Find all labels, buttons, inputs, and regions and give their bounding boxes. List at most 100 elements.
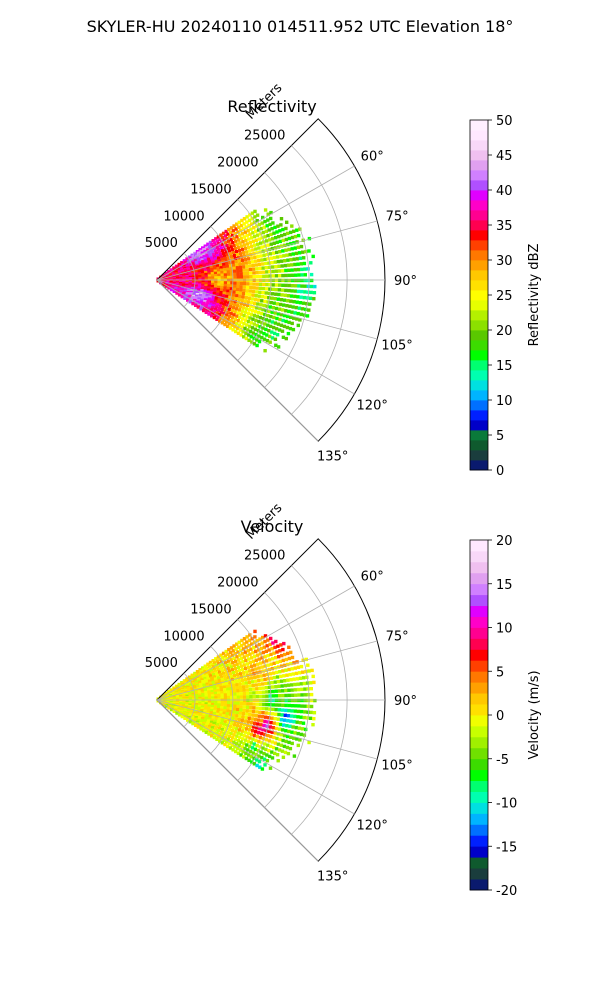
field-cell — [240, 325, 244, 329]
field-cell — [238, 748, 243, 752]
field-cell — [205, 303, 209, 307]
field-cell — [274, 689, 278, 693]
field-cell — [223, 676, 228, 681]
field-cell — [247, 638, 252, 643]
field-cell — [222, 658, 226, 662]
field-cell — [214, 276, 218, 280]
field-cell — [238, 265, 243, 270]
field-cell — [258, 652, 263, 656]
field-cell — [278, 317, 282, 322]
field-cell — [292, 720, 296, 724]
colorbar-swatch — [470, 160, 488, 171]
field-cell — [249, 720, 254, 725]
field-cell — [252, 226, 256, 230]
field-cell — [205, 714, 209, 718]
field-cell — [238, 725, 243, 729]
field-cell — [278, 302, 283, 307]
field-cell — [271, 694, 276, 698]
field-cell — [257, 246, 261, 250]
field-cell — [291, 252, 295, 256]
field-cell — [225, 303, 230, 308]
field-cell — [243, 746, 247, 751]
field-cell — [232, 263, 236, 268]
field-cell — [278, 722, 283, 727]
field-cell — [229, 710, 233, 714]
field-cell — [244, 756, 249, 761]
field-cell — [303, 710, 307, 714]
field-cell — [210, 709, 214, 713]
field-cell — [295, 720, 299, 724]
field-cell — [255, 758, 259, 762]
field-cell — [210, 314, 214, 318]
field-cell — [247, 657, 251, 661]
field-cell — [219, 736, 223, 741]
field-cell — [226, 666, 231, 670]
field-cell — [243, 650, 248, 654]
field-cell — [219, 721, 224, 726]
field-cell — [210, 718, 215, 722]
field-cell — [214, 280, 218, 285]
field-cell — [222, 294, 226, 298]
field-cell — [222, 714, 226, 718]
azimuth-spoke — [156, 640, 378, 701]
field-cell — [218, 295, 222, 300]
field-cell — [273, 337, 278, 341]
field-cell — [230, 309, 234, 313]
field-cell — [262, 337, 267, 341]
field-cell — [284, 336, 288, 341]
field-cell — [226, 284, 231, 288]
field-cell — [232, 269, 237, 273]
field-cell — [219, 301, 224, 306]
field-cell — [284, 309, 288, 313]
field-cell — [224, 649, 228, 654]
field-cell — [201, 694, 205, 699]
field-cell — [234, 749, 238, 754]
field-cell — [302, 256, 306, 260]
field-cell — [294, 693, 298, 697]
field-cell — [275, 250, 279, 255]
field-cell — [225, 656, 229, 661]
field-cell — [259, 278, 263, 283]
field-cell — [231, 328, 235, 332]
field-cell — [239, 223, 244, 228]
field-cell — [232, 266, 236, 270]
field-cell — [247, 680, 252, 685]
field-cell — [204, 251, 208, 256]
field-cell — [221, 231, 226, 236]
field-cell — [221, 296, 225, 301]
field-cell — [235, 734, 239, 738]
field-cell — [282, 733, 287, 738]
field-cell — [200, 671, 204, 675]
field-cell — [247, 716, 251, 720]
field-cell — [259, 661, 263, 665]
field-cell — [236, 230, 240, 234]
field-cell — [305, 716, 310, 720]
field-cell — [212, 241, 217, 245]
field-cell — [283, 683, 288, 688]
field-cell — [284, 703, 288, 708]
field-cell — [267, 265, 272, 270]
field-cell — [232, 224, 236, 228]
field-cell — [213, 257, 218, 261]
colorbar-swatch — [470, 846, 488, 858]
field-cell — [261, 262, 265, 266]
field-cell — [242, 251, 246, 255]
field-cell — [215, 311, 219, 315]
field-cell — [299, 715, 303, 719]
field-cell — [212, 253, 216, 257]
field-cell — [209, 265, 214, 270]
field-cell — [241, 681, 245, 686]
field-cell — [230, 729, 234, 733]
field-cell — [239, 272, 243, 276]
field-cell — [242, 271, 247, 276]
field-cell — [229, 646, 234, 650]
field-cell — [220, 727, 224, 732]
field-cell — [250, 746, 255, 750]
field-cell — [207, 312, 211, 316]
field-cell — [224, 229, 228, 234]
field-cell — [252, 220, 257, 225]
field-cell — [231, 296, 235, 300]
field-cell — [258, 702, 263, 706]
field-cell — [223, 742, 227, 747]
field-cell — [306, 710, 310, 714]
